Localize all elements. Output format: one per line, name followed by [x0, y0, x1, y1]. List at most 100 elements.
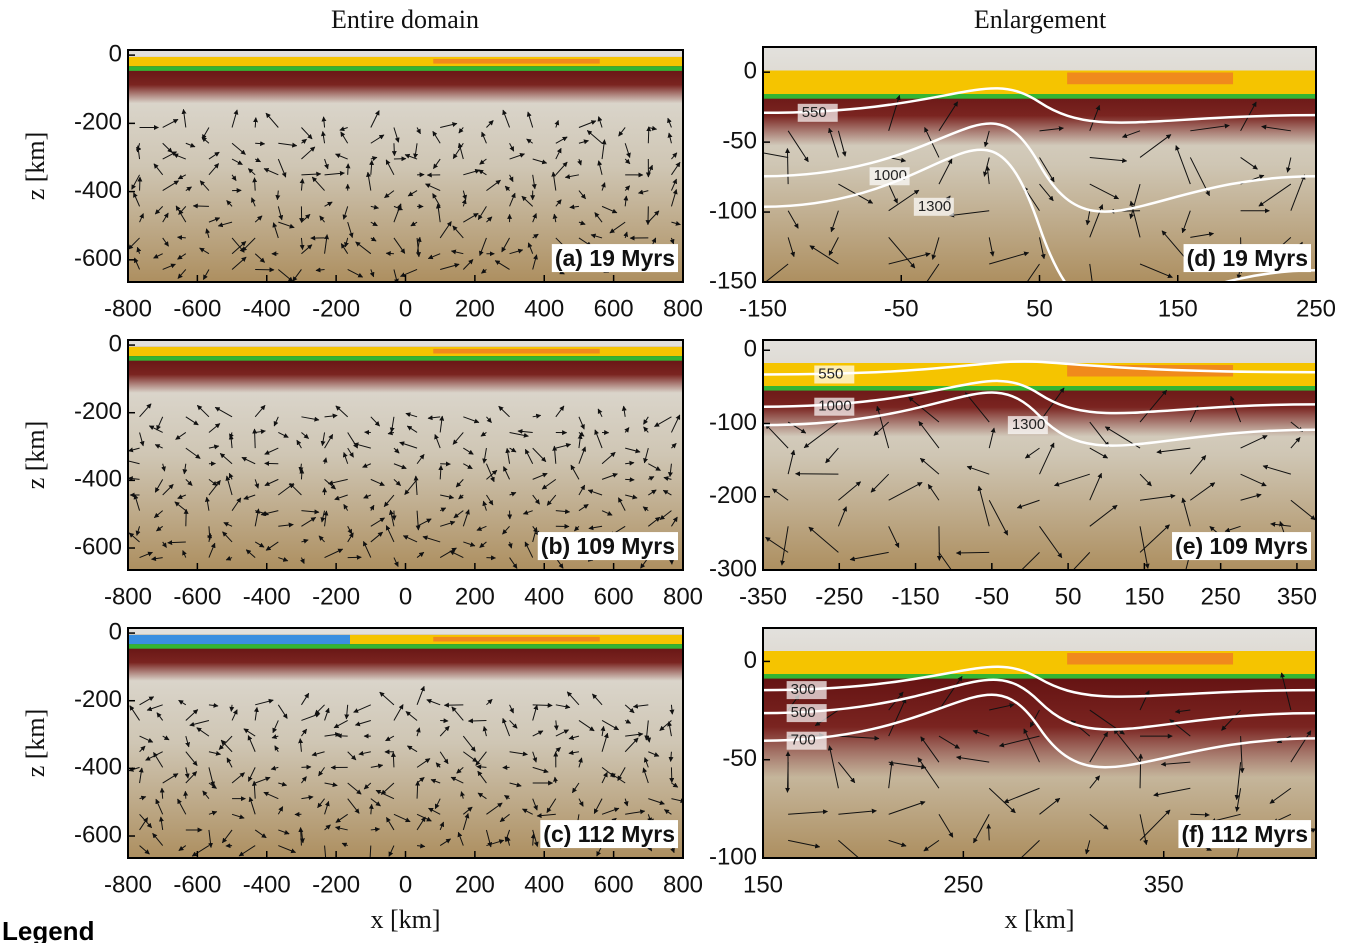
velocity-arrow	[509, 704, 514, 714]
velocity-arrow	[319, 215, 325, 223]
velocity-arrow	[578, 798, 584, 807]
velocity-arrow	[450, 776, 464, 784]
x-tick-label: -50	[884, 295, 919, 322]
panel-label-bg	[537, 532, 678, 561]
velocity-arrow	[185, 186, 192, 192]
velocity-arrow	[601, 807, 620, 815]
y-tick-label: 0	[109, 40, 122, 67]
velocity-arrow	[1139, 809, 1171, 841]
y-tick-label: -100	[709, 197, 757, 224]
velocity-arrow	[667, 117, 672, 128]
velocity-arrow	[1020, 840, 1040, 858]
velocity-arrow	[462, 259, 474, 270]
velocity-arrow	[498, 405, 510, 418]
velocity-arrow	[189, 719, 210, 727]
velocity-arrow	[1039, 237, 1046, 260]
velocity-arrow	[167, 540, 186, 546]
velocity-arrow	[370, 416, 380, 427]
velocity-arrow	[503, 466, 511, 480]
velocity-arrow	[208, 163, 220, 176]
velocity-arrow	[1156, 447, 1191, 455]
velocity-arrow	[254, 829, 267, 839]
velocity-arrow	[353, 442, 371, 449]
velocity-arrow	[461, 198, 467, 207]
velocity-arrow	[299, 178, 305, 191]
velocity-arrow	[1016, 499, 1040, 509]
velocity-arrow	[320, 130, 326, 144]
isotherm	[763, 391, 1316, 447]
velocity-arrow	[153, 510, 164, 519]
x-tick-label: -800	[104, 295, 152, 322]
velocity-arrow	[1039, 442, 1055, 475]
mantle-green	[763, 94, 1316, 99]
velocity-arrow	[385, 735, 395, 742]
x-tick-label: 150	[1124, 583, 1164, 610]
velocity-arrow	[225, 475, 233, 496]
y-tick-label: -400	[74, 177, 122, 204]
velocity-arrow	[405, 711, 418, 721]
velocity-arrow	[618, 127, 626, 137]
velocity-arrow	[273, 416, 279, 427]
velocity-arrow	[1139, 814, 1148, 846]
x-tick-label: 150	[1158, 295, 1198, 322]
velocity-arrow	[838, 761, 856, 784]
velocity-arrow	[532, 751, 538, 763]
velocity-arrow	[1290, 174, 1306, 211]
velocity-arrow	[416, 236, 422, 254]
velocity-arrow	[278, 221, 295, 229]
velocity-arrow	[289, 482, 302, 496]
velocity-arrow	[532, 472, 548, 480]
velocity-arrow	[772, 488, 789, 501]
velocity-arrow	[624, 427, 630, 433]
velocity-arrow	[391, 143, 397, 157]
velocity-arrow	[416, 453, 425, 465]
velocity-arrow	[486, 216, 493, 223]
velocity-arrow	[263, 168, 279, 176]
velocity-arrow	[918, 420, 940, 449]
velocity-arrow	[637, 189, 649, 195]
x-tick-label: -150	[892, 583, 940, 610]
velocity-arrow	[648, 489, 657, 496]
velocity-arrow	[139, 745, 146, 753]
velocity-arrow	[671, 443, 677, 449]
panel-label-bg	[1178, 820, 1311, 849]
velocity-arrow	[185, 751, 198, 766]
velocity-arrow	[926, 263, 940, 282]
isotherm-label-bg	[786, 731, 827, 750]
velocity-arrow	[828, 127, 839, 158]
velocity-arrow	[370, 204, 379, 210]
velocity-arrow	[609, 221, 626, 234]
velocity-arrow	[231, 772, 245, 784]
velocity-arrow	[311, 751, 325, 757]
velocity-arrow	[1290, 730, 1312, 763]
velocity-arrow	[481, 268, 487, 274]
velocity-arrow	[322, 457, 328, 464]
x-tick-label: 0	[399, 583, 412, 610]
velocity-arrow	[670, 414, 681, 433]
velocity-arrow	[555, 147, 562, 160]
velocity-arrow	[253, 117, 259, 128]
velocity-arrow	[1039, 797, 1061, 815]
velocity-arrow	[208, 480, 221, 496]
velocity-arrow	[184, 767, 190, 779]
velocity-arrow	[135, 145, 141, 160]
velocity-arrow	[457, 142, 464, 160]
velocity-arrow	[385, 525, 395, 543]
velocity-arrow	[460, 791, 465, 799]
velocity-arrow	[601, 510, 613, 516]
velocity-arrow	[838, 808, 877, 815]
velocity-arrow	[388, 509, 395, 527]
velocity-arrow	[888, 482, 923, 501]
y-tick-label: -200	[74, 109, 122, 136]
frame	[762, 627, 1317, 859]
velocity-arrow	[155, 798, 164, 815]
y-tick-label: -200	[74, 398, 122, 425]
velocity-arrow	[254, 253, 266, 263]
velocity-arrow	[1089, 447, 1109, 459]
velocity-arrow	[1181, 497, 1191, 527]
velocity-arrow	[592, 693, 603, 706]
velocity-arrow	[555, 704, 571, 710]
velocity-arrow	[154, 479, 164, 493]
velocity-arrow	[152, 832, 164, 846]
